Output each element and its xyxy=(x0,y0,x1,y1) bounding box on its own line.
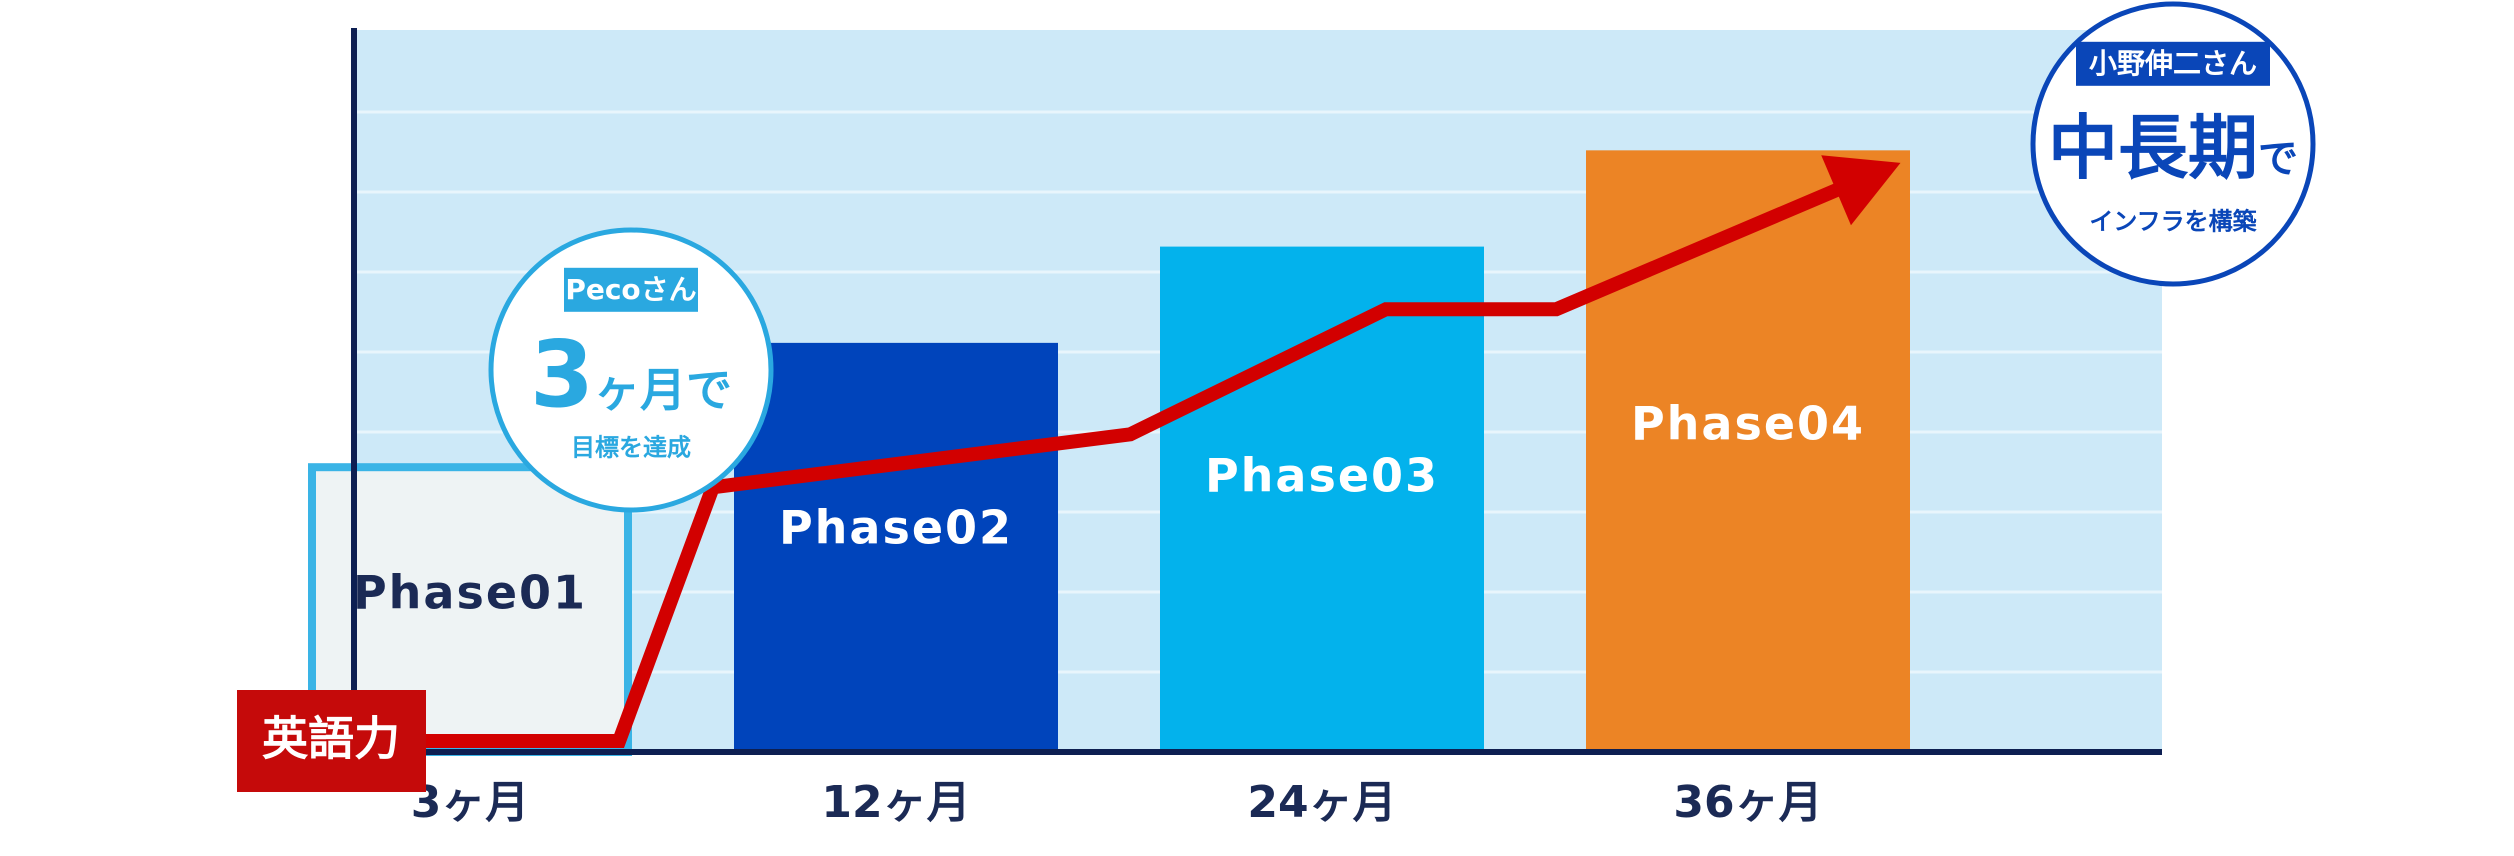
callout-peco-main: 3ヶ月で xyxy=(530,321,732,428)
bar-label-phase01: Phase01 xyxy=(353,566,587,620)
line-label-text: 英語力 xyxy=(262,712,400,766)
callout-ono-name: 小野伸二さん xyxy=(2089,47,2257,80)
bar-phase04 xyxy=(1586,150,1910,753)
callout-peco-name-tag xyxy=(564,267,698,312)
callout-peco-ring xyxy=(488,227,774,513)
line-label-box xyxy=(237,690,426,792)
callout-peco-main-small: ヶ月 xyxy=(594,363,686,417)
callout-peco: Pecoさん 3ヶ月で 目標を達成 xyxy=(488,227,774,513)
callout-peco-name: Pecoさん xyxy=(565,273,696,306)
axes xyxy=(351,28,2162,755)
callout-peco-main-tail: で xyxy=(686,363,732,417)
callout-peco-main-large: 3 xyxy=(530,321,594,428)
bar-label-phase03: Phase03 xyxy=(1205,449,1439,503)
x-tick-label: 36ヶ月 xyxy=(1673,777,1822,828)
bar-label-phase04: Phase04 xyxy=(1631,397,1865,451)
callout-ono-main-large: 中長期 xyxy=(2048,107,2258,189)
callout-ono-name-tag xyxy=(2076,41,2270,86)
english-skill-line xyxy=(300,155,1901,748)
bar-label-phase02: Phase02 xyxy=(779,501,1013,555)
bars: Phase01 Phase02 Phase03 Phase04 xyxy=(308,150,1910,756)
x-tick-label: 3ヶ月 xyxy=(411,777,530,828)
callout-ono: 小野伸二さん 中長期で インフラを構築 xyxy=(2030,1,2316,287)
x-tick-label: 12ヶ月 xyxy=(821,777,970,828)
line-label: 英語力 xyxy=(237,690,426,792)
callout-ono-main-tail: で xyxy=(2258,136,2298,182)
bar-phase03 xyxy=(1160,246,1484,752)
bar-phase02 xyxy=(734,342,1058,752)
callout-peco-sub: 目標を達成 xyxy=(571,433,691,461)
x-tick-label: 24ヶ月 xyxy=(1247,777,1396,828)
callout-ono-main: 中長期で xyxy=(2048,107,2298,189)
english-skill-trend-line xyxy=(300,175,1860,748)
x-tick-labels: 3ヶ月 12ヶ月 24ヶ月 36ヶ月 xyxy=(411,777,1823,828)
callout-ono-sub: インフラを構築 xyxy=(2089,207,2257,235)
trend-arrowhead xyxy=(1821,155,1901,226)
